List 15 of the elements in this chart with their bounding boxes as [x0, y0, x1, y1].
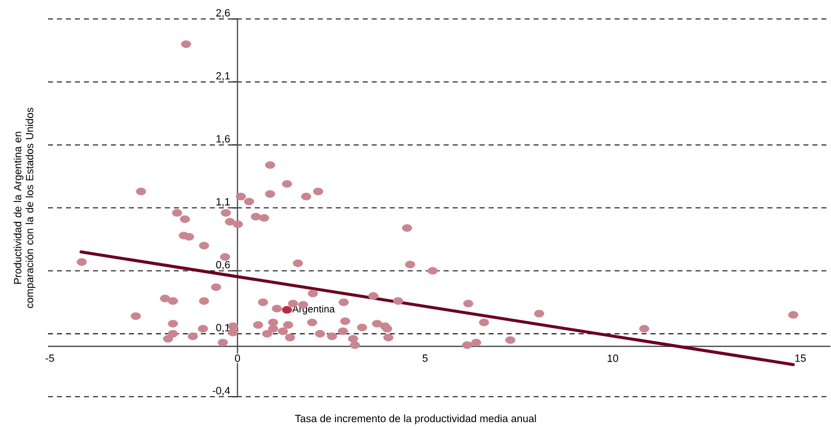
x-tick-label: 15 [795, 354, 806, 362]
y-tick-label: 0,1 [216, 324, 230, 333]
y-tick-label: 1,6 [216, 135, 230, 144]
y-tick-label: 1,1 [216, 198, 230, 207]
x-tick-label: 10 [608, 354, 618, 362]
series-label: Argentina [292, 305, 335, 315]
x-tick-label: -5 [46, 354, 54, 362]
y-tick-label: 2,1 [216, 72, 230, 81]
x-tick-label: 5 [422, 354, 428, 362]
y-axis-title: Productividad de la Argentina en comparación con la de los Estados Unidos [14, 108, 36, 308]
y-tick-label: 2,6 [216, 9, 230, 18]
x-tick-label: 0 [234, 354, 240, 362]
x-axis-title: Tasa de incremento de la productividad media anual [295, 414, 536, 424]
y-tick-label: 0,6 [216, 261, 230, 270]
y-tick-label: -0,4 [212, 387, 230, 396]
